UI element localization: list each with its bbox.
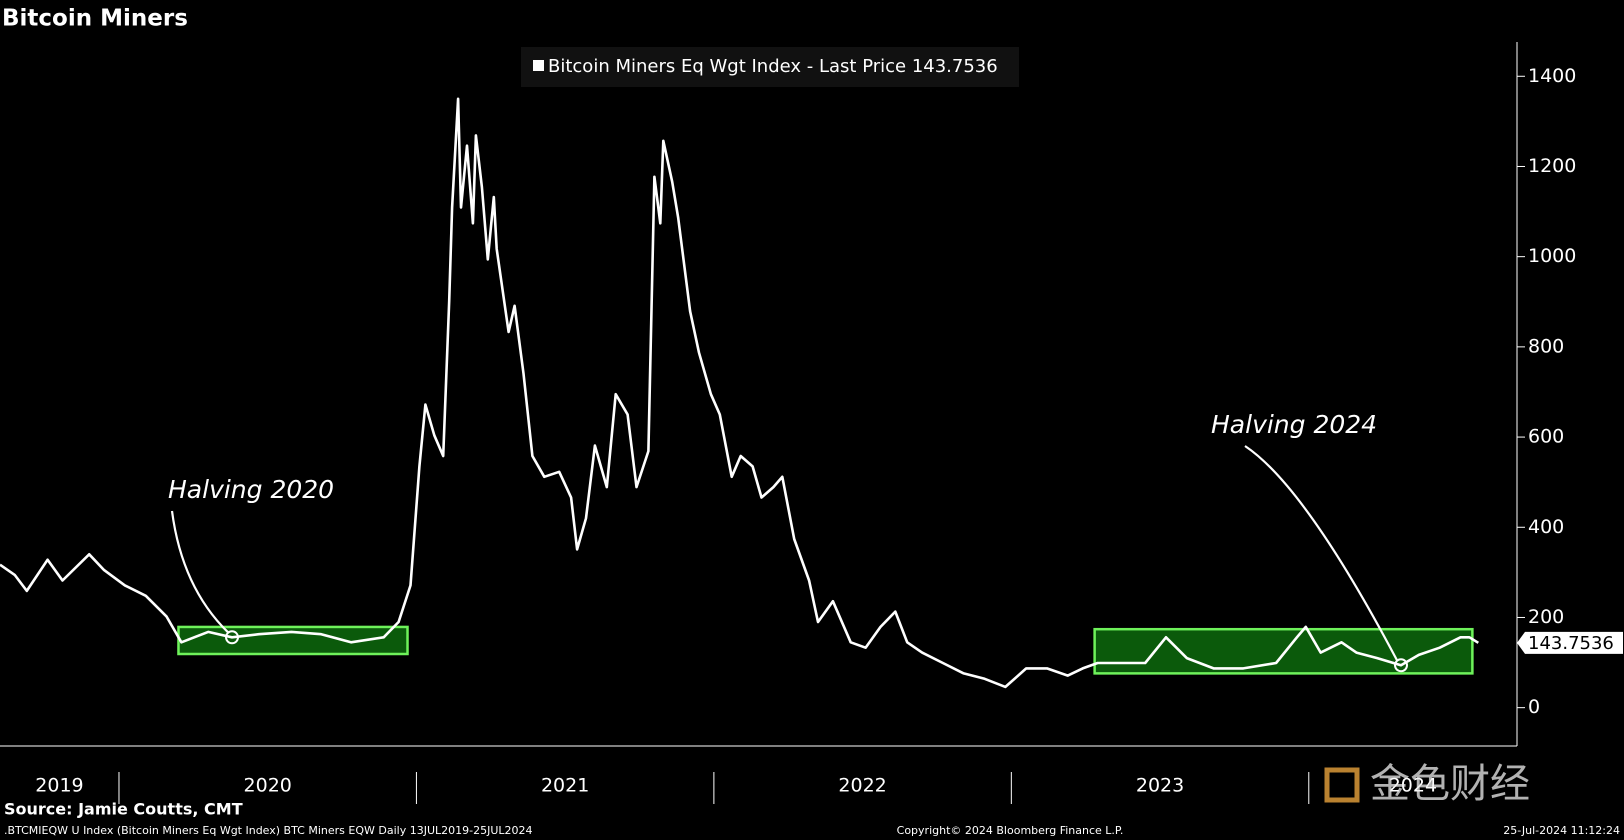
y-tick-label: 1000	[1528, 245, 1576, 267]
annotation-arrow	[1244, 445, 1398, 661]
x-tick-label: 2023	[1136, 775, 1184, 797]
last-price-label: 143.7536	[1528, 633, 1614, 654]
watermark-logo	[1324, 767, 1360, 803]
annotation-arrow	[170, 510, 229, 634]
y-tick-label: 400	[1528, 516, 1564, 538]
highlight-box	[1093, 627, 1474, 675]
price-line	[0, 97, 1479, 689]
x-tick-label: 2020	[244, 775, 292, 797]
watermark: 金色财经	[1370, 761, 1530, 807]
source: Source: Jamie Coutts, CMT	[4, 800, 243, 819]
chart-title: Bitcoin Miners	[2, 6, 188, 32]
footer-left: .BTCMIEQW U Index (Bitcoin Miners Eq Wgt…	[4, 824, 533, 837]
y-tick-label: 200	[1528, 606, 1564, 628]
x-tick-label: 2019	[35, 775, 83, 797]
y-tick-label: 800	[1528, 335, 1564, 357]
footer-center: Copyright© 2024 Bloomberg Finance L.P.	[897, 824, 1124, 837]
annotation-label: Halving 2024	[1211, 410, 1377, 439]
x-tick-label: 2022	[838, 775, 886, 797]
footer-right: 25-Jul-2024 11:12:24	[1503, 824, 1620, 837]
x-tick-label: 2021	[541, 775, 589, 797]
annotation-point	[225, 630, 240, 645]
legend-box	[521, 47, 1019, 87]
y-tick-label: 1200	[1528, 155, 1576, 177]
annotation-point	[1393, 658, 1408, 673]
y-tick-label: 1400	[1528, 65, 1576, 87]
annotation-label: Halving 2020	[168, 475, 334, 504]
x-tick-label: 2024	[1389, 775, 1437, 797]
y-tick-label: 0	[1528, 696, 1540, 718]
legend-swatch	[533, 60, 544, 71]
legend-label: Bitcoin Miners Eq Wgt Index - Last Price…	[548, 56, 998, 77]
last-price-tag	[1517, 631, 1623, 654]
y-tick-label: 600	[1528, 426, 1564, 448]
